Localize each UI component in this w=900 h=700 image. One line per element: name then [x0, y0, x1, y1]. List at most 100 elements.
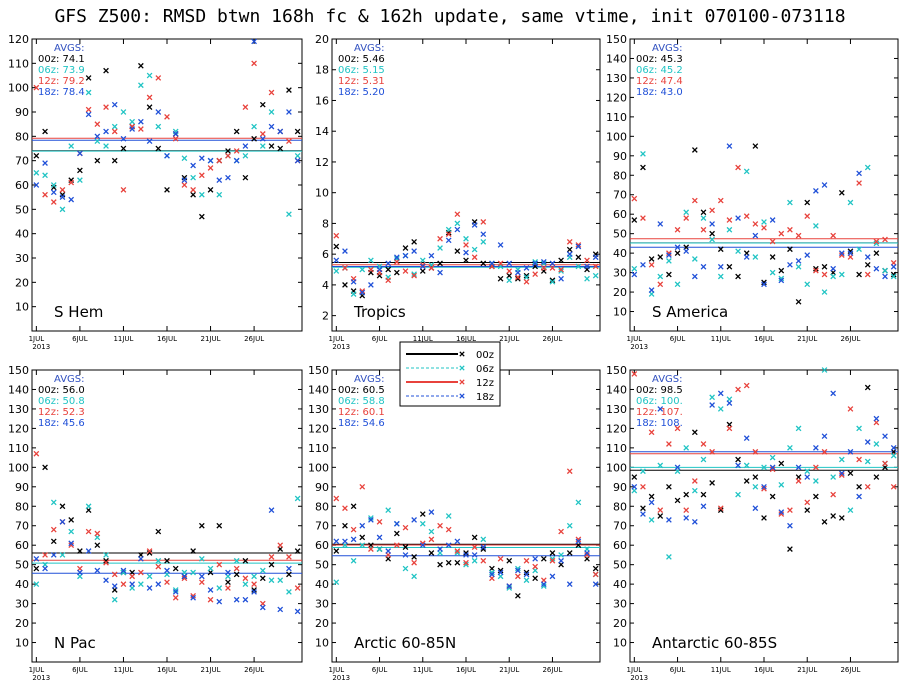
y-tick-label: 20 [315, 33, 329, 46]
data-point [735, 273, 741, 280]
data-point [821, 289, 828, 295]
data-point [700, 456, 707, 463]
data-point [268, 507, 275, 514]
data-point [286, 589, 292, 595]
data-point [411, 239, 417, 245]
data-point [726, 217, 733, 223]
data-point [657, 254, 664, 260]
data-point [666, 250, 672, 256]
data-point [277, 145, 284, 152]
data-point [294, 152, 301, 159]
data-point [657, 281, 664, 288]
data-point [532, 575, 539, 582]
data-point [752, 448, 759, 455]
data-point [856, 425, 862, 432]
data-point [350, 536, 357, 543]
panel-s-america: 10 20 30 40 50 60 70 80 90 100 110 120 130 140 150 1JUL… [606, 33, 899, 351]
data-point [138, 82, 144, 89]
data-point [726, 400, 733, 406]
x-tick-label: 1JUL [627, 335, 643, 343]
data-point [683, 515, 690, 521]
data-point [277, 606, 284, 613]
data-point [882, 460, 888, 467]
data-point [735, 215, 741, 221]
data-point [674, 464, 681, 471]
series-18z [33, 38, 301, 203]
data-point [709, 448, 715, 455]
y-tick-label: 110 [8, 57, 29, 70]
data-point [463, 559, 469, 566]
data-point [342, 538, 348, 545]
data-point [838, 515, 845, 521]
data-point [558, 268, 564, 274]
data-point [592, 263, 599, 270]
x-year-label: 2013 [630, 343, 648, 351]
data-point [411, 573, 417, 580]
y-tick-label: 130 [308, 403, 329, 416]
data-point [821, 433, 828, 440]
data-point [717, 273, 724, 280]
data-point [480, 231, 487, 238]
data-point [584, 552, 590, 558]
y-tick-label: 18 [315, 64, 329, 77]
avg-value-12z: 12z: 5.31 [338, 76, 385, 87]
x-tick-label: 1JUL [329, 666, 345, 674]
data-point [540, 555, 547, 562]
data-point [821, 518, 828, 525]
data-point [795, 298, 802, 305]
data-point [813, 265, 819, 272]
data-point [480, 260, 487, 267]
data-point [648, 261, 655, 268]
data-point [59, 552, 66, 558]
y-tick-label: 30 [15, 598, 29, 611]
x-tick-label: 21JUL [201, 666, 221, 674]
data-point [428, 550, 435, 556]
data-point [359, 542, 366, 549]
data-point [847, 250, 854, 256]
data-point [437, 546, 443, 552]
data-point [233, 571, 240, 578]
data-point [333, 538, 340, 545]
data-point [864, 384, 871, 391]
data-point [666, 517, 672, 523]
data-point [251, 581, 257, 587]
data-point [68, 540, 75, 547]
data-point [549, 557, 556, 564]
data-point [359, 534, 366, 541]
data-point [259, 575, 266, 582]
data-point [454, 226, 461, 233]
x-tick-label: 6JUL [372, 666, 388, 674]
y-tick-label: 70 [15, 520, 29, 533]
data-point [463, 235, 469, 242]
data-point [120, 145, 127, 152]
data-point [515, 573, 521, 580]
data-point [549, 573, 556, 580]
data-point [717, 507, 724, 514]
y-tick-label: 40 [15, 228, 29, 241]
y-tick-label: 90 [613, 481, 627, 494]
data-point [155, 123, 162, 130]
data-point [463, 552, 469, 558]
y-tick-label: 2 [322, 310, 329, 323]
data-point [761, 464, 767, 471]
data-point [726, 143, 733, 149]
data-point [657, 221, 664, 227]
data-point [129, 118, 136, 125]
data-point [523, 571, 530, 578]
y-tick-label: 150 [8, 364, 29, 377]
legend-marker-18z [459, 393, 465, 399]
data-point [735, 462, 741, 469]
panel-tropics: 2 4 6 8 10 12 14 16 18 20 1JUL 6JUL 11JUL 16JUL 21JUL 2… [315, 33, 601, 351]
series-06z [333, 220, 599, 297]
panel-label: S America [652, 303, 728, 321]
data-point [532, 555, 539, 562]
data-point [155, 145, 162, 152]
data-point [342, 248, 348, 254]
y-tick-label: 30 [613, 598, 627, 611]
data-point [795, 232, 802, 239]
data-point [830, 390, 837, 397]
data-point [752, 505, 759, 512]
x-tick-label: 1JUL [29, 666, 45, 674]
data-point [778, 267, 785, 274]
data-point [864, 271, 871, 278]
